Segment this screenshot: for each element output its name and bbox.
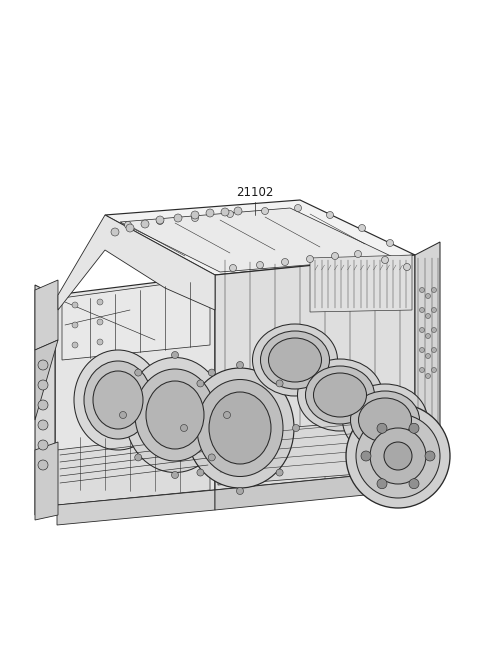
Circle shape <box>370 428 426 484</box>
Circle shape <box>359 225 365 231</box>
Polygon shape <box>120 208 395 272</box>
Ellipse shape <box>84 361 152 439</box>
Circle shape <box>425 293 431 299</box>
Ellipse shape <box>261 331 329 389</box>
Circle shape <box>237 487 243 495</box>
Circle shape <box>256 261 264 269</box>
Circle shape <box>208 369 215 376</box>
Polygon shape <box>55 275 215 505</box>
Polygon shape <box>35 442 58 520</box>
Ellipse shape <box>313 373 367 417</box>
Circle shape <box>432 288 436 293</box>
Circle shape <box>332 252 338 259</box>
Circle shape <box>208 454 215 461</box>
Circle shape <box>237 362 243 369</box>
Ellipse shape <box>252 324 337 396</box>
Ellipse shape <box>197 379 283 476</box>
Polygon shape <box>310 255 412 312</box>
Circle shape <box>174 214 182 222</box>
Circle shape <box>221 208 229 216</box>
Circle shape <box>420 348 424 352</box>
Circle shape <box>197 380 204 387</box>
Circle shape <box>72 342 78 348</box>
Ellipse shape <box>146 381 204 449</box>
Circle shape <box>432 348 436 352</box>
Circle shape <box>234 207 242 215</box>
Polygon shape <box>57 432 210 505</box>
Ellipse shape <box>74 350 162 450</box>
Circle shape <box>425 373 431 379</box>
Circle shape <box>38 440 48 450</box>
Circle shape <box>326 212 334 219</box>
Circle shape <box>191 211 199 219</box>
Circle shape <box>420 367 424 373</box>
Circle shape <box>276 469 283 476</box>
Circle shape <box>38 400 48 410</box>
Circle shape <box>420 328 424 333</box>
Circle shape <box>227 210 233 217</box>
Circle shape <box>276 380 283 387</box>
Polygon shape <box>105 200 415 275</box>
Polygon shape <box>58 215 215 310</box>
Polygon shape <box>35 340 58 420</box>
Circle shape <box>409 423 419 434</box>
Ellipse shape <box>186 368 294 488</box>
Circle shape <box>111 228 119 236</box>
Circle shape <box>120 411 127 419</box>
Circle shape <box>192 214 199 221</box>
Ellipse shape <box>305 366 374 424</box>
Circle shape <box>425 451 435 461</box>
Circle shape <box>135 369 142 376</box>
Ellipse shape <box>343 384 428 456</box>
Circle shape <box>156 217 164 225</box>
Circle shape <box>346 404 450 508</box>
Polygon shape <box>35 280 58 350</box>
Circle shape <box>171 472 179 479</box>
Circle shape <box>135 454 142 461</box>
Ellipse shape <box>209 392 271 464</box>
Polygon shape <box>35 285 55 515</box>
Ellipse shape <box>125 358 225 472</box>
Ellipse shape <box>135 369 215 461</box>
Circle shape <box>229 265 237 272</box>
Circle shape <box>356 414 440 498</box>
Circle shape <box>224 411 230 419</box>
Circle shape <box>97 319 103 325</box>
Circle shape <box>432 328 436 333</box>
Circle shape <box>197 469 204 476</box>
Polygon shape <box>62 278 210 360</box>
Circle shape <box>262 208 268 214</box>
Polygon shape <box>57 490 215 525</box>
Circle shape <box>404 263 410 271</box>
Circle shape <box>425 333 431 339</box>
Circle shape <box>295 204 301 212</box>
Circle shape <box>141 220 149 228</box>
Circle shape <box>432 367 436 373</box>
Circle shape <box>432 307 436 312</box>
Circle shape <box>180 424 188 432</box>
Polygon shape <box>215 255 415 490</box>
Circle shape <box>38 380 48 390</box>
Polygon shape <box>218 418 410 485</box>
Circle shape <box>307 255 313 263</box>
Circle shape <box>386 240 394 246</box>
Circle shape <box>420 288 424 293</box>
Circle shape <box>420 307 424 312</box>
Circle shape <box>206 209 214 217</box>
Ellipse shape <box>359 398 411 442</box>
Circle shape <box>171 352 179 358</box>
Circle shape <box>425 354 431 358</box>
Circle shape <box>156 216 164 224</box>
Circle shape <box>38 420 48 430</box>
Circle shape <box>38 460 48 470</box>
Ellipse shape <box>350 391 420 449</box>
Circle shape <box>377 423 387 434</box>
Circle shape <box>355 250 361 257</box>
Ellipse shape <box>268 338 322 382</box>
Polygon shape <box>415 242 440 470</box>
Polygon shape <box>215 470 415 510</box>
Circle shape <box>97 299 103 305</box>
Circle shape <box>377 479 387 489</box>
Circle shape <box>292 424 300 432</box>
